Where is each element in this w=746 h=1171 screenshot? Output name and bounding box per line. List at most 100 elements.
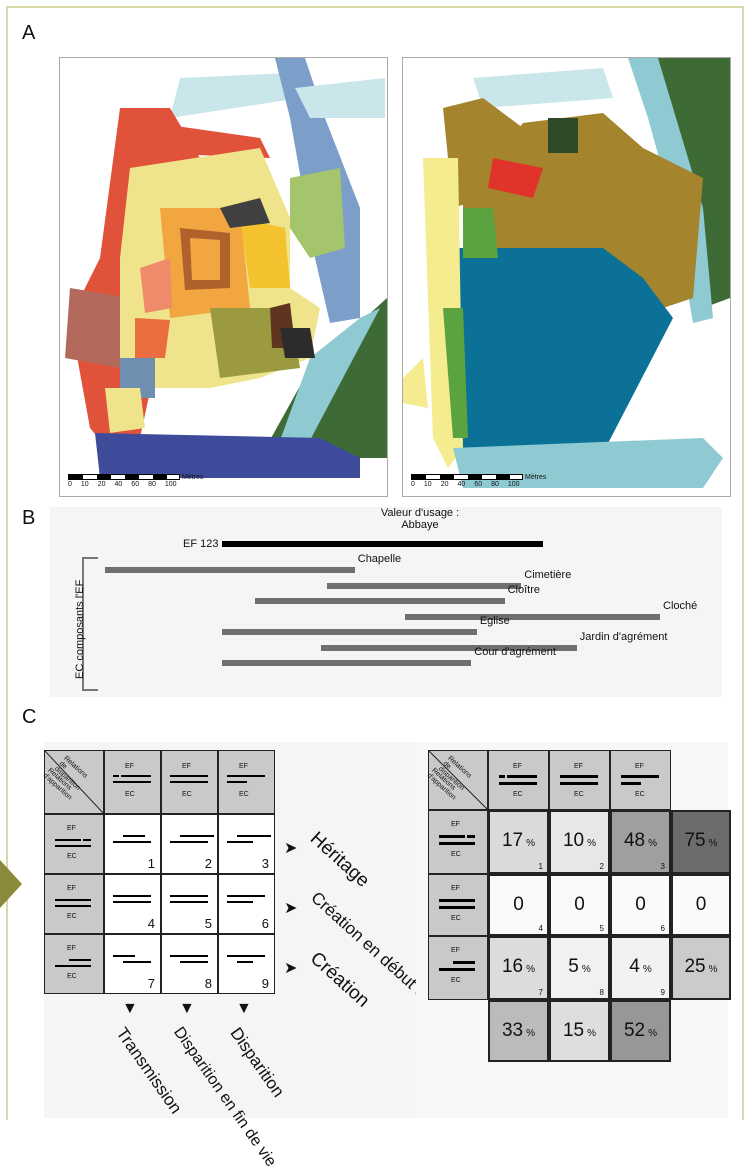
cell-number: 6 <box>660 924 665 933</box>
ec-bar <box>105 567 355 573</box>
ec-tag: EC <box>125 791 135 798</box>
glyph <box>69 959 91 961</box>
stats-row-header-3: EF EC <box>428 936 488 1000</box>
scale-unit: Mètres <box>182 474 204 481</box>
ec-tag: EC <box>67 913 77 920</box>
percent-unit: % <box>587 1028 597 1039</box>
scale-tick: 10 <box>80 481 89 488</box>
arrow-right-icon: ➤ <box>284 840 298 857</box>
arrow-down-icon: ▼ <box>122 1000 138 1017</box>
timeline-panel: Valeur d'usage : Abbaye EF 123 EC compos… <box>50 507 722 697</box>
glyph <box>113 901 151 903</box>
ec-tag: EC <box>451 977 461 984</box>
ef-tag: EF <box>239 763 248 770</box>
ec-bar-label: Eglise <box>479 615 510 627</box>
col-label-disparition: Disparition <box>226 1024 289 1101</box>
matrix-cell: 3 <box>218 814 275 874</box>
glyph <box>499 775 505 778</box>
col-header-1: EF EC <box>104 750 161 814</box>
map-right-scale: 0 10 20 40 60 80 100 <box>411 474 523 488</box>
percent-unit: % <box>526 1028 536 1039</box>
glyph <box>467 835 475 838</box>
arrow-down-icon: ▼ <box>236 1000 252 1017</box>
glyph <box>113 895 151 897</box>
scale-tick: 80 <box>148 481 156 488</box>
stat-cell: 17% 1 <box>488 810 549 874</box>
panel-label-a: A <box>22 22 36 44</box>
glyph <box>55 899 91 901</box>
statistics-matrix-panel: Relations de disparition Relations d'appar… <box>416 742 731 1118</box>
percentage-value: 75% <box>684 830 718 851</box>
ec-axis-label: EC composants l'EF <box>74 579 86 679</box>
glyph <box>55 905 91 907</box>
stats-col-header-1: EF EC <box>488 750 549 810</box>
percentage-value: 25% <box>684 956 718 977</box>
ef-tag: EF <box>67 945 76 952</box>
scale-tick: 10 <box>423 481 432 488</box>
panel-label-c: C <box>22 706 37 728</box>
scale-tick: 40 <box>114 481 123 488</box>
ef-label: EF 123 <box>183 538 219 550</box>
ec-tag: EC <box>182 791 192 798</box>
col-total-cell: 15% <box>549 1000 610 1062</box>
scale-tick: 20 <box>440 481 449 488</box>
scale-tick: 20 <box>97 481 106 488</box>
glyph <box>439 906 475 909</box>
scale-unit: Mètres <box>525 474 547 481</box>
col-total-cell: 52% <box>610 1000 671 1062</box>
glyph <box>113 955 135 957</box>
cell-number: 3 <box>261 856 269 871</box>
timeline-title: Valeur d'usage : Abbaye <box>340 507 500 531</box>
matrix-cell: 2 <box>161 814 218 874</box>
ec-bar-label: Cloître <box>507 584 540 596</box>
ec-tag: EC <box>239 791 249 798</box>
cell-number: 5 <box>204 916 212 931</box>
stats-row-header-1: EF EC <box>428 810 488 874</box>
scale-tick: 100 <box>164 481 177 488</box>
ec-bracket <box>82 557 98 691</box>
row-label-heritage: Héritage <box>305 828 374 892</box>
matrix-corner: Relations de disparition Relations d'appar… <box>42 750 105 815</box>
glyph <box>55 965 91 967</box>
glyph <box>180 835 214 837</box>
corner-diagonal <box>45 751 105 815</box>
glyph <box>499 782 537 785</box>
cell-number: 2 <box>599 862 604 871</box>
glyph <box>227 895 265 897</box>
map-right-drawing <box>403 58 730 488</box>
col-total-cell: 33% <box>488 1000 549 1062</box>
corner-diagonal <box>429 751 489 811</box>
map-right: 0 10 20 40 60 80 100 Mètres <box>402 57 731 497</box>
percentage-value: 0 <box>513 894 524 915</box>
glyph <box>170 841 208 843</box>
ef-tag: EF <box>513 763 522 770</box>
cell-number: 8 <box>599 988 604 997</box>
timeline-value-name: Abbaye <box>401 519 439 531</box>
percentage-value: 15% <box>562 1020 597 1041</box>
ec-bar <box>254 598 505 604</box>
percentage-value: 4% <box>629 956 652 977</box>
ec-bar-label: Cour d'agrément <box>474 646 556 658</box>
cell-number: 3 <box>660 862 665 871</box>
row-header-1: EF EC <box>44 814 104 874</box>
ef-tag: EF <box>67 825 76 832</box>
glyph <box>123 835 145 837</box>
glyph <box>227 781 247 783</box>
glyph <box>113 781 151 783</box>
ef-tag: EF <box>125 763 134 770</box>
arrow-right-icon: ➤ <box>284 960 298 977</box>
percent-unit: % <box>581 964 591 975</box>
glyph <box>227 955 265 957</box>
ec-bar-label: Cimetière <box>524 568 572 581</box>
stats-row-header-2: EF EC <box>428 874 488 936</box>
col-header-2: EF EC <box>161 750 218 814</box>
glyph <box>55 845 91 847</box>
cell-number: 6 <box>261 916 269 931</box>
pointer-arrow-icon <box>0 860 22 908</box>
percent-unit: % <box>642 964 652 975</box>
ec-bar <box>404 613 660 620</box>
cell-number: 9 <box>660 988 665 997</box>
